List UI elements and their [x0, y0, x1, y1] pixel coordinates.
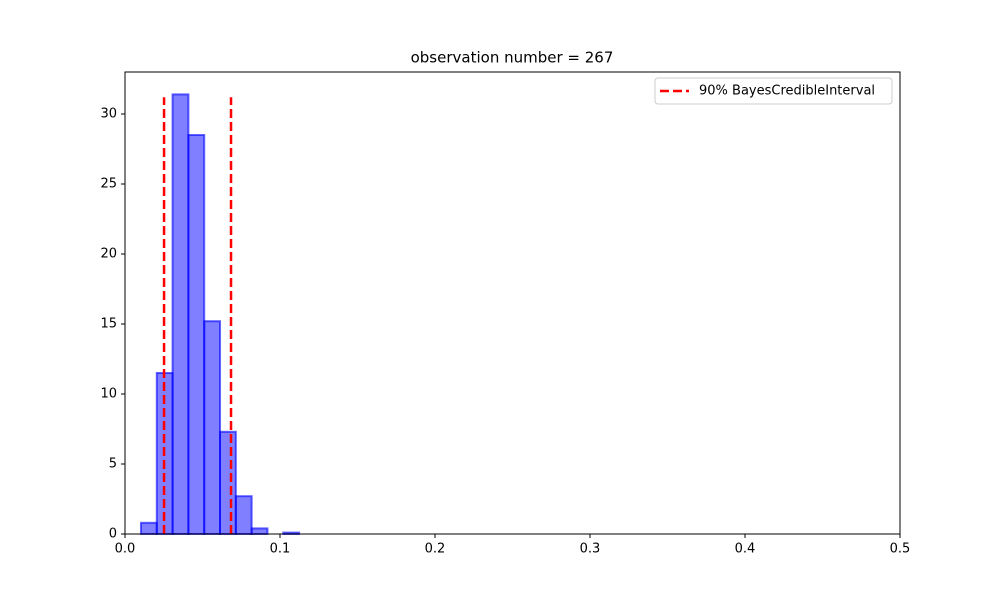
histogram-bar	[187, 134, 206, 535]
legend-label: 90% BayesCredibleInterval	[699, 84, 875, 99]
histogram-bar	[234, 495, 253, 536]
histogram-bar	[203, 320, 222, 536]
x-tick-label: 0.3	[580, 542, 601, 557]
histogram-bar	[171, 93, 190, 536]
chart-title: observation number = 267	[411, 49, 614, 67]
y-tick-label: 0	[109, 527, 117, 542]
y-tick-label: 30	[100, 107, 117, 122]
y-tick-label: 10	[100, 387, 117, 402]
y-tick-label: 25	[100, 177, 117, 192]
plot-frame	[124, 71, 901, 535]
x-tick-label: 0.5	[890, 542, 911, 557]
histogram-bar	[219, 430, 237, 535]
y-tick-label: 5	[109, 457, 117, 472]
x-tick-label: 0.1	[270, 542, 291, 557]
x-tick-label: 0.4	[735, 542, 756, 557]
x-tick-label: 0.2	[425, 542, 446, 557]
histogram-bar	[139, 521, 158, 535]
x-tick-label: 0.0	[115, 542, 136, 557]
histogram-bar	[250, 527, 269, 536]
y-tick-label: 20	[100, 247, 117, 262]
y-tick-label: 15	[100, 317, 117, 332]
legend-box	[654, 77, 893, 105]
